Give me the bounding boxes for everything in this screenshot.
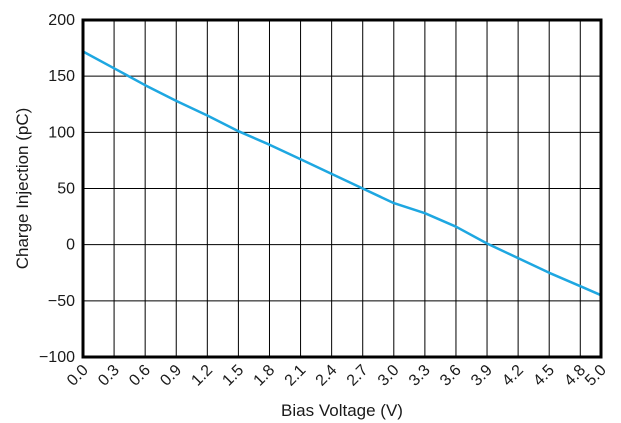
x-tick-label: 3.9 bbox=[468, 362, 496, 390]
x-tick-label: 3.6 bbox=[437, 362, 465, 390]
x-tick-label: 2.7 bbox=[344, 362, 372, 390]
grid bbox=[82, 19, 602, 358]
x-tick-label: 2.4 bbox=[313, 362, 341, 390]
x-tick-label: 1.2 bbox=[188, 362, 216, 390]
x-tick-label: 5.0 bbox=[582, 362, 610, 390]
x-tick-label: 1.8 bbox=[251, 362, 279, 390]
y-tick-label: −50 bbox=[48, 293, 75, 310]
x-tick-label: 4.2 bbox=[499, 362, 527, 390]
y-tick-label: 0 bbox=[66, 237, 75, 254]
y-axis-label: Charge Injection (pC) bbox=[13, 108, 32, 270]
series-layer bbox=[81, 50, 603, 297]
y-tick-label: −100 bbox=[39, 349, 75, 366]
x-tick-label: 3.3 bbox=[406, 362, 434, 390]
x-tick-label: 0.3 bbox=[95, 362, 123, 390]
x-tick-label: 3.0 bbox=[375, 362, 403, 390]
x-tick-label: 4.5 bbox=[530, 362, 558, 390]
x-tick-label: 1.5 bbox=[219, 362, 247, 390]
x-tick-label: 0.9 bbox=[157, 362, 185, 390]
x-tick-label: 0.6 bbox=[126, 362, 154, 390]
y-tick-label: 50 bbox=[57, 181, 75, 198]
y-tick-label: 100 bbox=[48, 124, 75, 141]
y-axis-ticks: −100 −50 0 50 100 150 200 bbox=[39, 12, 75, 366]
series-line bbox=[81, 50, 603, 297]
x-tick-label: 2.1 bbox=[282, 362, 310, 390]
x-axis-ticks: 0.0 0.3 0.6 0.9 1.2 1.5 1.8 2.1 2.4 2.7 3.0 3.3 3.6 3… bbox=[64, 362, 610, 390]
plot-frame bbox=[81, 18, 603, 359]
y-tick-label: 200 bbox=[48, 12, 75, 29]
x-axis-label: Bias Voltage (V) bbox=[281, 401, 403, 420]
y-tick-label: 150 bbox=[48, 68, 75, 85]
